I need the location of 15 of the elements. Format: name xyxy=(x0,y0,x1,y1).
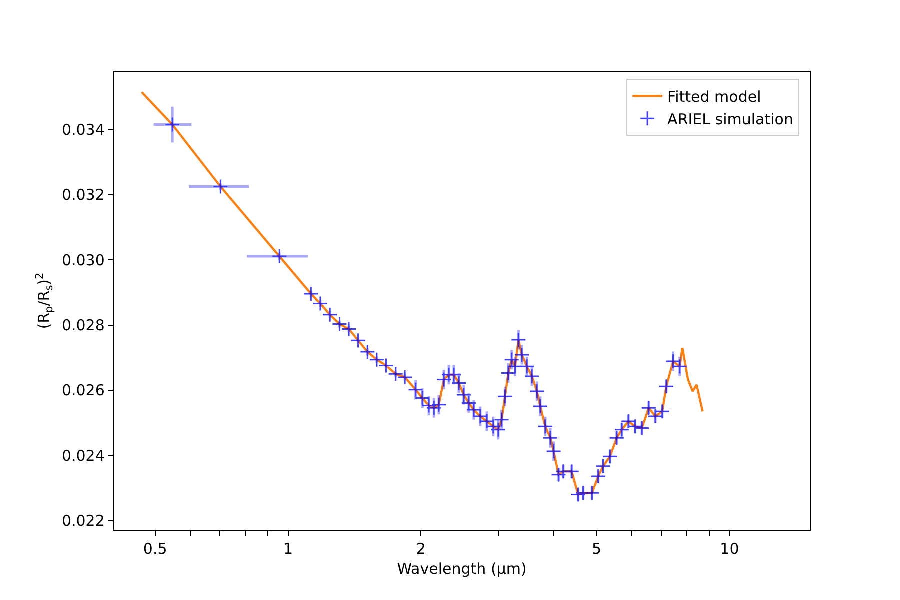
x-axis-title: Wavelength (μm) xyxy=(397,560,527,578)
legend-label: Fitted model xyxy=(668,88,762,106)
legend-label: ARIEL simulation xyxy=(668,110,794,128)
x-tick-label: 5 xyxy=(592,540,602,558)
y-tick-label: 0.022 xyxy=(62,512,105,530)
y-tick-label: 0.028 xyxy=(62,316,105,335)
y-tick-label: 0.026 xyxy=(62,382,105,400)
x-tick-label: 0.5 xyxy=(143,540,168,558)
y-tick-label: 0.024 xyxy=(62,446,105,465)
y-tick-label: 0.030 xyxy=(62,251,105,270)
x-tick-label: 1 xyxy=(283,540,294,558)
y-tick-label: 0.032 xyxy=(62,186,105,204)
x-tick-label: 10 xyxy=(720,540,740,558)
x-tick-label: 2 xyxy=(416,540,426,558)
y-tick-label: 0.034 xyxy=(62,120,105,139)
